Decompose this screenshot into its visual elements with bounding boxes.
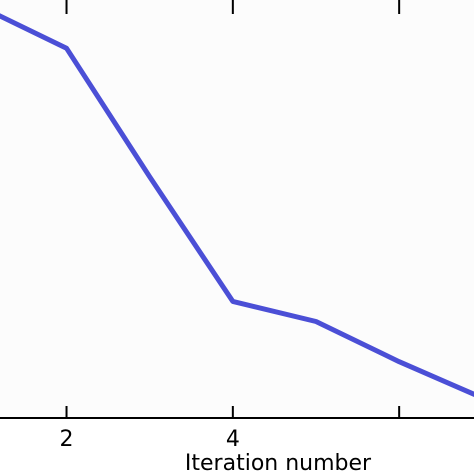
- series-layer: [0, 13, 474, 398]
- x-tick-label-2: 2: [60, 427, 74, 452]
- x-tick-label-4: 4: [226, 427, 240, 452]
- x-axis-title: Iteration number: [185, 451, 372, 474]
- series-line-0: [0, 13, 474, 398]
- plot-area: [0, 0, 474, 418]
